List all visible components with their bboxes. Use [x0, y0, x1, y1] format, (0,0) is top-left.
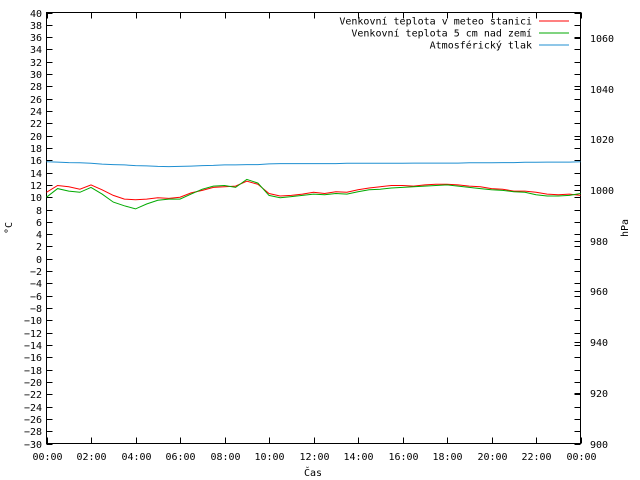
y-axis-right: 1060 1040 1020 1000 980 960 940 920 900 — [574, 34, 614, 451]
y2-tick-label: 1060 — [590, 34, 614, 45]
x-tick-label: 06:00 — [165, 452, 195, 463]
y-tick-label: −2 — [30, 267, 42, 278]
series-lines — [46, 161, 581, 210]
x-tick-label: 16:00 — [388, 452, 418, 463]
x-tick-label: 20:00 — [477, 452, 507, 463]
x-tick-label: 10:00 — [254, 452, 284, 463]
y-tick-label: −16 — [24, 353, 42, 364]
y2-tick-label: 900 — [590, 440, 608, 451]
y-tick-label: 20 — [30, 132, 42, 143]
y2-tick-label: 960 — [590, 287, 608, 298]
y-tick-label: −28 — [24, 427, 42, 438]
y2-tick-label: 1000 — [590, 186, 614, 197]
x-tick-label: 18:00 — [432, 452, 462, 463]
y-tick-label: 8 — [36, 206, 42, 217]
y-tick-label: 36 — [30, 33, 42, 44]
legend-label: Venkovní teplota 5 cm nad zemí — [351, 28, 532, 40]
y-tick-label: 38 — [30, 21, 42, 32]
x-tick-label: 02:00 — [76, 452, 106, 463]
y-tick-label: −18 — [24, 366, 42, 377]
y-tick-label: −12 — [24, 329, 42, 340]
y-tick-label: 28 — [30, 82, 42, 93]
plot-frame — [46, 12, 581, 444]
y-tick-label: −26 — [24, 415, 42, 426]
y-tick-label: 2 — [36, 242, 42, 253]
y-tick-label: 18 — [30, 144, 42, 155]
y-tick-label: 10 — [30, 193, 42, 204]
series-line-1 — [46, 180, 581, 201]
y-tick-label: −10 — [24, 316, 42, 327]
y-tick-label: −8 — [30, 304, 42, 315]
y2-tick-label: 980 — [590, 237, 608, 248]
y-tick-label: 32 — [30, 58, 42, 69]
x-axis: 00:00 02:00 04:00 06:00 08:00 10:00 12:00 14:00… — [32, 12, 597, 463]
y-tick-label: 34 — [30, 45, 42, 56]
x-tick-label: 14:00 — [343, 452, 373, 463]
y-axis-left: 4038363432302826242220181614121086420−2−… — [24, 9, 581, 451]
legend-label: Atmosférický tlak — [430, 40, 532, 52]
x-tick-label: 00:00 — [566, 452, 596, 463]
y2-tick-label: 1040 — [590, 85, 614, 96]
y-tick-label: 26 — [30, 95, 42, 106]
x-tick-label: 04:00 — [121, 452, 151, 463]
x-tick-label: 00:00 — [32, 452, 62, 463]
y-tick-label: −6 — [30, 292, 42, 303]
y-tick-label: 16 — [30, 156, 42, 167]
legend-label: Venkovní teplota v meteo stanici — [339, 16, 532, 28]
y-tick-label: 40 — [30, 9, 42, 20]
y-tick-label: −14 — [24, 341, 42, 352]
y-tick-label: −24 — [24, 403, 42, 414]
series-line-3 — [46, 161, 581, 168]
x-tick-label: 22:00 — [521, 452, 551, 463]
y-tick-label: 24 — [30, 107, 42, 118]
y-tick-label: 30 — [30, 70, 42, 81]
y-tick-label: 6 — [36, 218, 42, 229]
y-axis-label: °C — [4, 222, 15, 234]
y-tick-label: −4 — [30, 279, 42, 290]
y-tick-label: 4 — [36, 230, 42, 241]
x-tick-label: 12:00 — [299, 452, 329, 463]
series-line-2 — [46, 178, 581, 210]
y2-axis-label: hPa — [620, 219, 631, 237]
y-tick-label: 14 — [30, 169, 42, 180]
x-axis-label: Čas — [304, 466, 322, 479]
y-tick-label: 22 — [30, 119, 42, 130]
x-tick-label: 08:00 — [210, 452, 240, 463]
y-tick-label: −30 — [24, 440, 42, 451]
legend: Venkovní teplota v meteo staniciVenkovní… — [339, 16, 569, 52]
y-tick-label: 12 — [30, 181, 42, 192]
y-tick-label: 0 — [36, 255, 42, 266]
y2-tick-label: 940 — [590, 338, 608, 349]
y-tick-label: −20 — [24, 378, 42, 389]
y-tick-label: −22 — [24, 390, 42, 401]
y2-tick-label: 920 — [590, 389, 608, 400]
y2-tick-label: 1020 — [590, 135, 614, 146]
